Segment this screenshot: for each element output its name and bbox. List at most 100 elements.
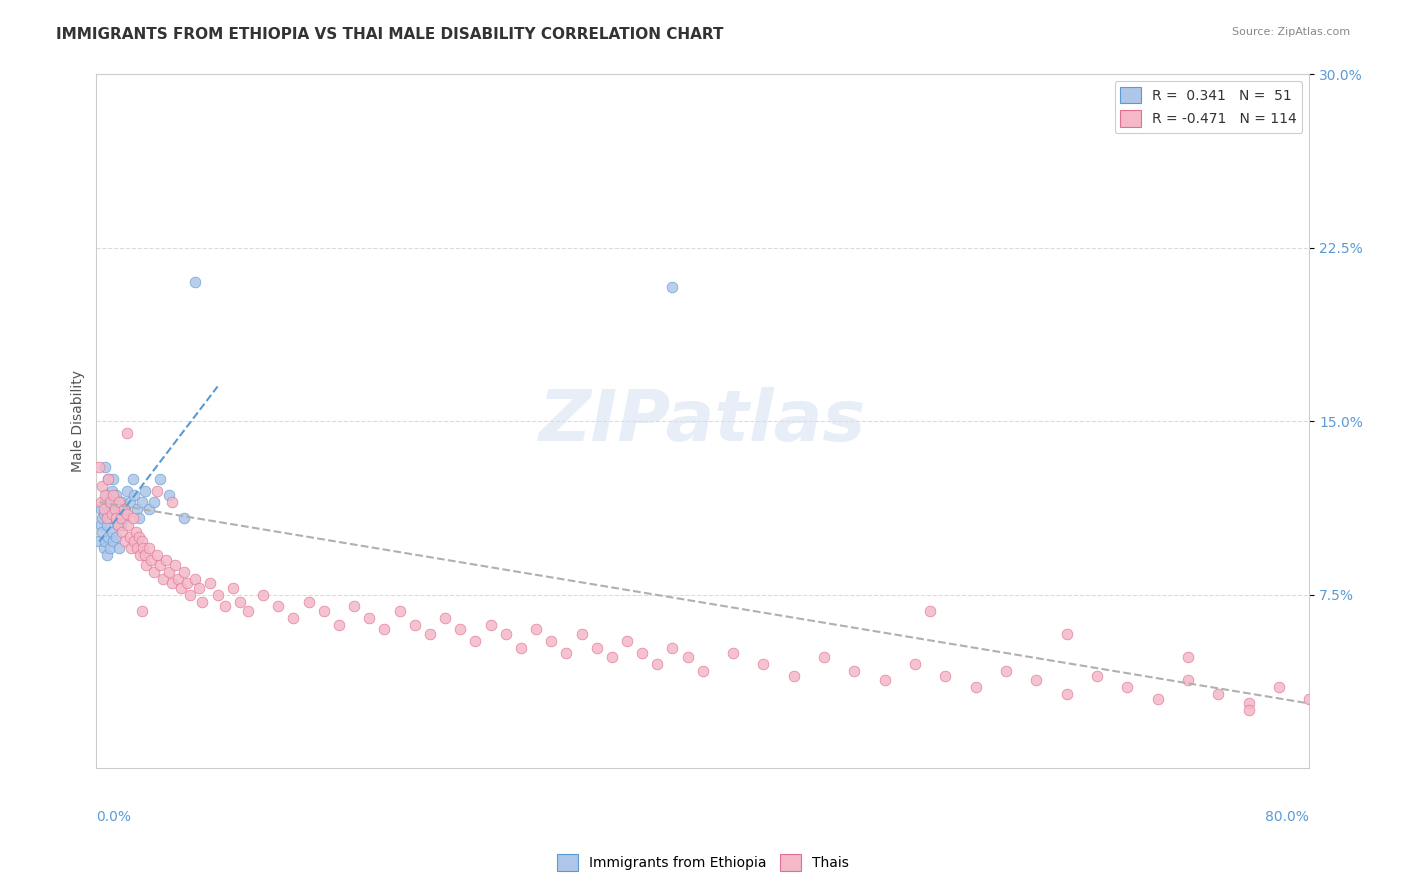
- Point: [388, 604, 411, 618]
- Point: [101, 488, 124, 502]
- Point: [373, 623, 395, 637]
- Point: [107, 518, 129, 533]
- Point: [93, 541, 115, 556]
- Point: [110, 518, 132, 533]
- Point: [115, 507, 138, 521]
- Legend: Immigrants from Ethiopia, Thais: Immigrants from Ethiopia, Thais: [551, 848, 855, 876]
- Point: [93, 502, 115, 516]
- Point: [94, 488, 117, 502]
- Point: [121, 472, 143, 486]
- Point: [167, 572, 190, 586]
- Y-axis label: Male Disability: Male Disability: [72, 370, 86, 472]
- Point: [125, 525, 148, 540]
- Point: [1146, 691, 1168, 706]
- Point: [129, 549, 152, 563]
- Point: [143, 565, 166, 579]
- Point: [419, 627, 441, 641]
- Point: [120, 541, 142, 556]
- Point: [96, 518, 118, 533]
- Point: [236, 604, 259, 618]
- Point: [98, 541, 121, 556]
- Point: [661, 280, 683, 294]
- Point: [91, 525, 114, 540]
- Point: [152, 572, 174, 586]
- Point: [157, 488, 180, 502]
- Point: [1085, 669, 1108, 683]
- Point: [191, 594, 214, 608]
- Point: [101, 472, 124, 486]
- Point: [138, 502, 160, 516]
- Point: [222, 581, 245, 595]
- Point: [96, 511, 118, 525]
- Point: [1056, 627, 1078, 641]
- Point: [1056, 687, 1078, 701]
- Point: [1208, 687, 1230, 701]
- Point: [813, 650, 835, 665]
- Point: [184, 275, 207, 289]
- Point: [495, 627, 517, 641]
- Point: [97, 472, 120, 486]
- Point: [343, 599, 366, 614]
- Point: [184, 572, 207, 586]
- Point: [103, 495, 125, 509]
- Point: [1177, 650, 1199, 665]
- Point: [90, 502, 112, 516]
- Point: [434, 611, 457, 625]
- Point: [721, 646, 744, 660]
- Point: [1237, 703, 1260, 717]
- Point: [98, 511, 121, 525]
- Point: [647, 657, 669, 672]
- Point: [132, 541, 155, 556]
- Point: [91, 511, 114, 525]
- Point: [328, 617, 350, 632]
- Point: [127, 541, 149, 556]
- Point: [165, 558, 187, 572]
- Point: [173, 511, 195, 525]
- Point: [127, 502, 149, 516]
- Point: [1177, 673, 1199, 688]
- Point: [135, 558, 157, 572]
- Point: [98, 495, 121, 509]
- Point: [160, 495, 183, 509]
- Point: [105, 488, 128, 502]
- Point: [229, 594, 252, 608]
- Point: [661, 640, 683, 655]
- Point: [464, 634, 486, 648]
- Point: [1237, 697, 1260, 711]
- Point: [149, 558, 172, 572]
- Point: [107, 502, 129, 516]
- Point: [449, 623, 471, 637]
- Point: [585, 640, 607, 655]
- Point: [540, 634, 562, 648]
- Point: [783, 669, 806, 683]
- Point: [267, 599, 290, 614]
- Point: [94, 460, 117, 475]
- Point: [179, 588, 201, 602]
- Point: [89, 460, 111, 475]
- Point: [616, 634, 638, 648]
- Point: [117, 518, 139, 533]
- Point: [676, 650, 699, 665]
- Point: [134, 483, 156, 498]
- Point: [105, 530, 128, 544]
- Point: [91, 479, 114, 493]
- Text: IMMIGRANTS FROM ETHIOPIA VS THAI MALE DISABILITY CORRELATION CHART: IMMIGRANTS FROM ETHIOPIA VS THAI MALE DI…: [56, 27, 724, 42]
- Text: 80.0%: 80.0%: [1265, 810, 1309, 824]
- Point: [359, 611, 381, 625]
- Point: [100, 483, 122, 498]
- Point: [107, 518, 129, 533]
- Point: [143, 495, 166, 509]
- Point: [97, 530, 120, 544]
- Point: [1268, 680, 1291, 694]
- Point: [146, 549, 169, 563]
- Point: [155, 553, 177, 567]
- Text: ZIPatlas: ZIPatlas: [538, 386, 866, 456]
- Point: [188, 581, 211, 595]
- Point: [114, 534, 136, 549]
- Point: [160, 576, 183, 591]
- Point: [90, 495, 112, 509]
- Point: [118, 530, 141, 544]
- Point: [404, 617, 426, 632]
- Point: [122, 534, 145, 549]
- Point: [111, 525, 134, 540]
